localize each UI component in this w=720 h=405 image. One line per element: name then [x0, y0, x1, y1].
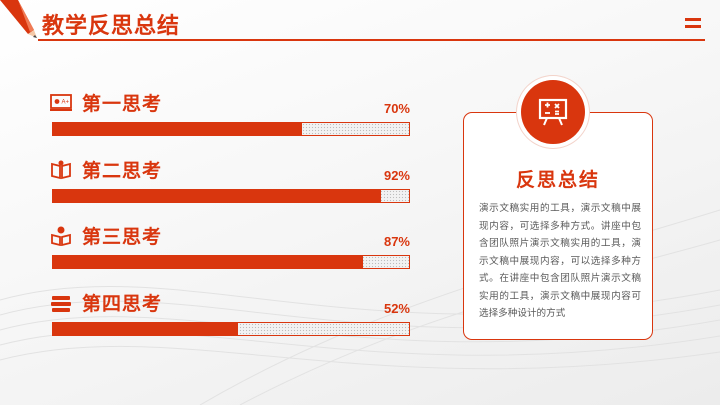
progress-fill — [53, 323, 239, 335]
math-board-icon — [538, 98, 568, 126]
open-book-icon — [51, 160, 71, 180]
stacked-books-icon — [51, 296, 71, 312]
progress-fill — [53, 190, 381, 202]
classroom-board-icon: A+ — [50, 94, 72, 111]
item-label: 第一思考 — [82, 93, 163, 115]
thinking-item-2: 第二思考 92% — [50, 158, 410, 208]
progress-fill — [53, 256, 363, 268]
page-title: 教学反思总结 — [42, 14, 181, 39]
progress-bar — [52, 122, 410, 136]
thinking-item-3: 第三思考 87% — [50, 224, 410, 274]
item-percent: 87% — [383, 234, 410, 249]
progress-bar — [52, 189, 410, 203]
progress-fill — [53, 123, 303, 135]
pencil-icon — [0, 0, 37, 38]
summary-text: 演示文稿实用的工具，演示文稿中展现内容，可选择多种方式。讲座中包含团队照片演示文… — [479, 203, 641, 319]
summary-badge — [521, 80, 585, 144]
item-percent: 70% — [383, 101, 410, 116]
item-label: 第二思考 — [82, 160, 163, 182]
reader-icon — [51, 226, 71, 246]
progress-bar — [52, 322, 410, 336]
header-divider — [38, 39, 705, 41]
item-percent: 92% — [383, 168, 410, 183]
thinking-item-4: 第四思考 52% — [50, 291, 410, 341]
svg-text:A+: A+ — [62, 100, 70, 106]
menu-icon[interactable] — [685, 18, 701, 32]
progress-bar — [52, 255, 410, 269]
item-percent: 52% — [383, 301, 410, 316]
item-label: 第三思考 — [82, 226, 163, 248]
summary-card: 反思总结 演示文稿实用的工具，演示文稿中展现内容，可选择多种方式。讲座中包含团队… — [463, 112, 653, 340]
summary-title: 反思总结 — [515, 169, 600, 191]
item-label: 第四思考 — [82, 293, 163, 315]
thinking-item-1: A+ 第一思考 70% — [50, 91, 410, 141]
